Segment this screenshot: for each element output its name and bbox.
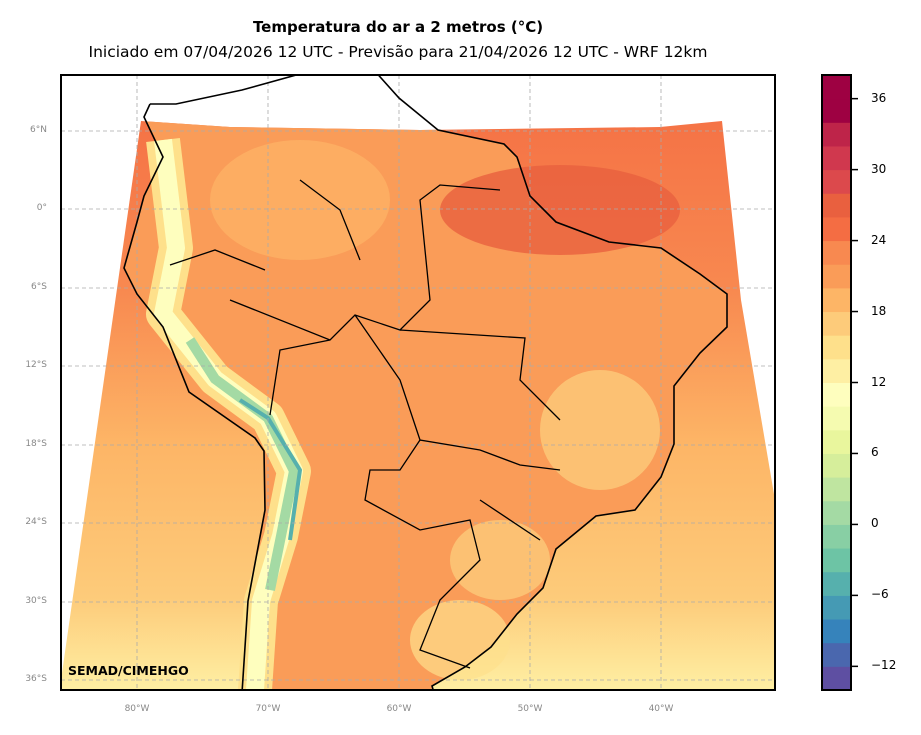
colorbar-bin [822, 358, 851, 383]
colorbar-bin [822, 548, 851, 573]
colorbar-bin [822, 193, 851, 218]
colorbar-tick-label: 30 [871, 161, 887, 176]
lon-label: 70°W [255, 704, 281, 714]
gridlines [61, 75, 775, 690]
lat-label: 6°S [31, 282, 47, 292]
colorbar-tick-label: −12 [871, 658, 897, 673]
colorbar-bin [822, 453, 851, 478]
colorbar-bin [822, 406, 851, 431]
lon-label: 50°W [517, 704, 543, 714]
colorbar-bin [822, 145, 851, 171]
colorbar-frame [821, 74, 852, 691]
colorbar-tick-label: 24 [871, 232, 887, 247]
lat-label: 30°S [25, 596, 47, 606]
lon-label: 40°W [648, 704, 674, 714]
colorbar-bin [822, 169, 851, 194]
colorbar-bin [822, 75, 851, 100]
colorbar-tick-label: 18 [871, 303, 887, 318]
lat-label: 0° [36, 203, 47, 213]
colorbar-bin [822, 335, 851, 360]
map-subtitle: Iniciado em 07/04/2026 12 UTC - Previsão… [88, 43, 708, 61]
colorbar-bin [822, 264, 851, 289]
colorbar-tick-label: 12 [871, 374, 887, 389]
colorbar-bin [822, 287, 851, 313]
lat-label: 24°S [25, 517, 47, 527]
colorbar [822, 75, 858, 691]
colorbar-bin [822, 619, 851, 644]
colorbar-bin [822, 477, 851, 502]
colorbar-bin [822, 240, 851, 265]
colorbar-bin [822, 429, 851, 454]
coastline [123, 75, 728, 690]
colorbar-tick-label: 36 [871, 90, 887, 105]
colorbar-bin [822, 216, 851, 242]
colorbar-bin [822, 524, 851, 549]
colorbar-tick-label: 0 [871, 516, 879, 531]
lat-label: 18°S [25, 439, 47, 449]
colorbar-tick-label: −6 [871, 587, 889, 602]
colorbar-bin [822, 642, 851, 667]
credit-label: SEMAD/CIMEHGO [68, 663, 189, 678]
colorbar-bin [822, 666, 851, 691]
colorbar-bin [822, 311, 851, 336]
colorbar-tick-label: 6 [871, 445, 879, 460]
colorbar-bin [822, 122, 851, 147]
colorbar-bin [822, 382, 851, 407]
colorbar-bin [822, 98, 851, 123]
map-frame [60, 74, 776, 691]
lat-label: 6°N [30, 125, 47, 135]
lon-label: 80°W [124, 704, 150, 714]
temperature-field [61, 121, 775, 690]
colorbar-bin [822, 571, 851, 596]
lat-label: 36°S [25, 674, 47, 684]
colorbar-bin [822, 500, 851, 525]
lat-label: 12°S [25, 360, 47, 370]
lon-label: 60°W [386, 704, 412, 714]
colorbar-bin [822, 595, 851, 620]
country-borders [169, 179, 561, 669]
map-title: Temperatura do ar a 2 metros (°C) [252, 18, 544, 36]
